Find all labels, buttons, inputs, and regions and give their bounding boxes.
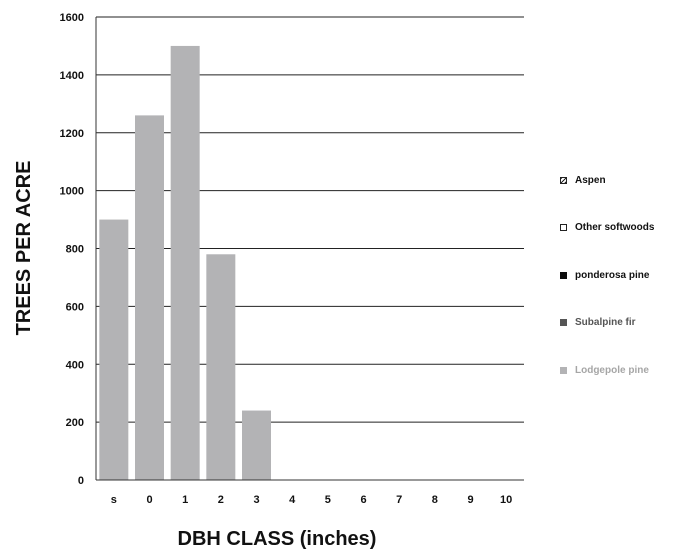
x-tick-label: 2 [218, 494, 224, 506]
legend-item-ponderosa-pine: ponderosa pine [560, 265, 684, 285]
legend-item-other-softwoods: Other softwoods [560, 218, 684, 238]
x-tick-label: 7 [396, 494, 402, 506]
x-tick-label: s [111, 494, 117, 506]
legend-swatch [560, 366, 567, 374]
x-tick-label: 3 [253, 494, 259, 506]
legend-item-lodgepole-pine: Lodgepole pine [560, 360, 684, 380]
x-tick-label: 8 [432, 494, 438, 506]
y-tick-label: 200 [66, 417, 84, 429]
y-tick-label: 1000 [60, 186, 84, 198]
x-axis-title: DBH CLASS (inches) [178, 528, 377, 550]
legend-item-aspen: Aspen [560, 170, 684, 190]
bar-lodgepole-pine-1 [170, 45, 200, 480]
y-tick-label: 0 [78, 475, 84, 487]
legend-swatch [560, 319, 567, 326]
legend-label: ponderosa pine [575, 269, 650, 281]
legend-swatch [560, 271, 567, 279]
legend-label: Subalpine fir [575, 317, 636, 328]
y-tick-labels: 0 200 400 600 800 1000 1200 1400 1600 [60, 12, 84, 487]
bar-lodgepole-pine-2 [206, 254, 236, 480]
bar-lodgepole-pine-3 [242, 410, 271, 480]
bar-lodgepole-pine-0 [135, 115, 164, 480]
y-tick-label: 1600 [60, 12, 84, 24]
legend-swatch [560, 224, 567, 231]
axes [95, 17, 524, 481]
y-axis-title: TREES PER ACRE [13, 161, 35, 336]
x-tick-label: 4 [289, 494, 296, 506]
gridlines [96, 16, 524, 423]
x-tick-label: 10 [500, 494, 512, 506]
x-tick-label: 1 [182, 494, 188, 506]
x-tick-label: 6 [360, 494, 366, 506]
x-tick-label: 9 [467, 494, 473, 506]
y-tick-label: 600 [66, 301, 84, 313]
legend-swatch [560, 176, 567, 184]
legend-item-subalpine-fir: Subalpine fir [560, 313, 684, 333]
x-tick-label: 0 [146, 494, 152, 506]
y-tick-label: 800 [66, 244, 84, 256]
legend: Aspen Other softwoods ponderosa pine Subalp… [560, 170, 684, 408]
x-tick-labels: s 0 1 2 3 4 5 6 7 8 9 10 [111, 494, 513, 506]
y-tick-label: 400 [66, 359, 84, 371]
legend-label: Lodgepole pine [575, 364, 649, 376]
legend-label: Other softwoods [575, 222, 655, 233]
x-tick-label: 5 [325, 494, 331, 506]
bar-lodgepole-pine-s [99, 219, 129, 480]
y-tick-label: 1200 [60, 128, 84, 140]
legend-label: Aspen [575, 174, 606, 186]
bars [99, 45, 271, 480]
y-tick-label: 1400 [60, 70, 84, 82]
